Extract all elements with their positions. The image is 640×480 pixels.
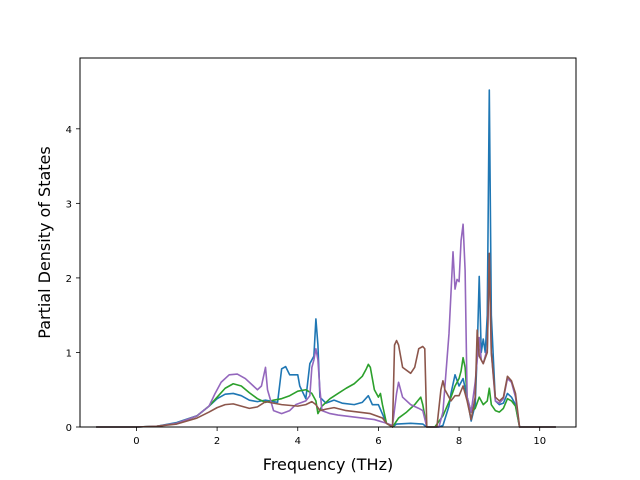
y-axis-ticks: 0 1 2 3 4	[66, 125, 80, 434]
x-axis-ticks: 0 2 4 6 8 10	[133, 427, 546, 447]
series-line-1	[96, 89, 556, 428]
x-axis-label: Frequency (THz)	[263, 455, 393, 474]
series-layer	[96, 89, 556, 428]
y-tick-label: 3	[66, 199, 72, 210]
x-tick-label: 6	[375, 436, 381, 447]
x-tick-label: 2	[214, 436, 220, 447]
x-tick-label: 8	[456, 436, 462, 447]
y-tick-label: 2	[66, 274, 72, 285]
series-line-4	[96, 252, 556, 428]
y-axis-label: Partial Density of States	[35, 146, 54, 338]
plot-frame	[79, 57, 577, 428]
y-tick-label: 4	[66, 125, 72, 136]
x-tick-label: 0	[133, 436, 139, 447]
x-tick-label: 4	[295, 436, 301, 447]
y-tick-label: 1	[66, 348, 72, 359]
y-tick-label: 0	[66, 423, 72, 434]
series-line-2	[96, 356, 556, 428]
x-tick-label: 10	[533, 436, 546, 447]
